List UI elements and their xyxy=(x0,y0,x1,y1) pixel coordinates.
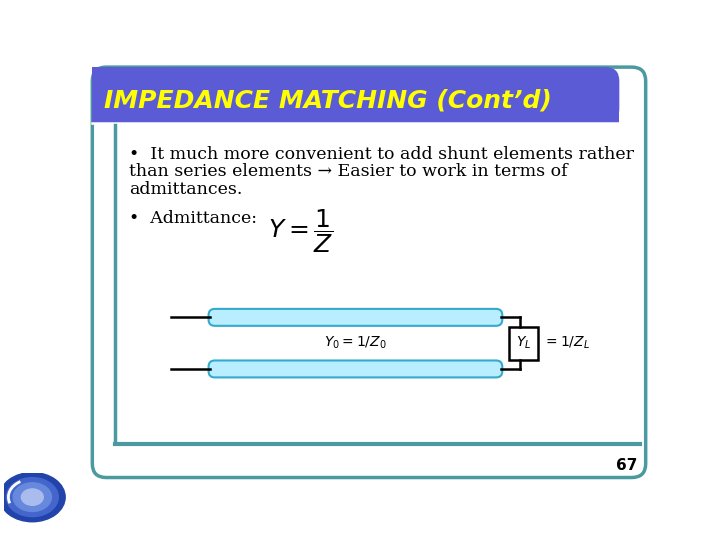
Text: 67: 67 xyxy=(616,458,637,473)
Bar xyxy=(508,327,538,360)
Text: IMPEDANCE MATCHING (Cont’d): IMPEDANCE MATCHING (Cont’d) xyxy=(104,88,552,112)
FancyBboxPatch shape xyxy=(209,309,503,326)
Text: $Y_0 = 1/Z_0$: $Y_0 = 1/Z_0$ xyxy=(324,335,387,352)
Circle shape xyxy=(0,472,65,522)
Text: •  Admittance:: • Admittance: xyxy=(129,210,257,227)
Text: $Y_L$: $Y_L$ xyxy=(516,335,531,352)
Text: •  It much more convenient to add shunt elements rather: • It much more convenient to add shunt e… xyxy=(129,146,634,163)
Bar xyxy=(92,96,619,123)
Bar xyxy=(92,67,170,123)
Text: admittances.: admittances. xyxy=(129,181,242,198)
FancyBboxPatch shape xyxy=(92,67,619,123)
Circle shape xyxy=(13,483,52,511)
Text: $Y = \dfrac{1}{Z}$: $Y = \dfrac{1}{Z}$ xyxy=(269,207,334,255)
FancyBboxPatch shape xyxy=(209,361,503,377)
Text: than series elements → Easier to work in terms of: than series elements → Easier to work in… xyxy=(129,164,567,180)
Circle shape xyxy=(22,489,43,505)
Text: $= 1/Z_L$: $= 1/Z_L$ xyxy=(543,335,590,352)
Circle shape xyxy=(6,477,58,517)
